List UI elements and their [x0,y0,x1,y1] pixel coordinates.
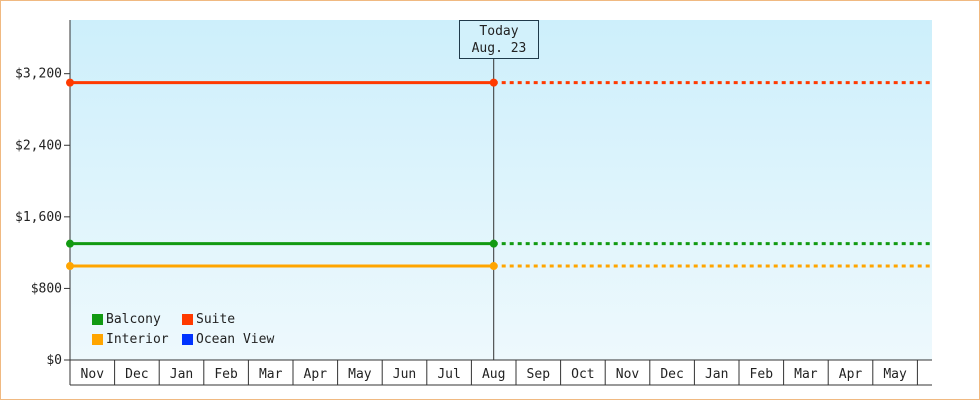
legend-label-interior: Interior [106,331,169,347]
series-lines [66,59,932,360]
series-point-suite[interactable] [489,78,498,87]
x-tick-label: Jun [393,367,416,382]
legend-item-interior[interactable]: Interior [92,331,182,347]
x-axis: Nov Dec Jan Feb Mar Apr May Jun Jul Aug Sep Oct Nov D… [69,359,932,386]
x-tick-label: Oct [571,367,594,382]
legend-swatch-balcony [92,313,103,325]
x-tick-label: Jan [705,367,728,382]
y-tick-label: $1,600 [15,210,62,225]
series-point-suite[interactable] [66,78,74,87]
x-tick-label: Aug [482,367,505,382]
x-tick-label: Sep [527,367,551,382]
legend: Balcony Suite Interior Ocean View [92,311,292,347]
x-tick-label: Jul [437,367,460,382]
legend-label-ocean-view: Ocean View [196,331,275,347]
legend-swatch-ocean-view [182,333,193,345]
x-tick-label: Nov [616,367,640,382]
y-tick-label: $800 [31,281,62,296]
legend-item-suite[interactable]: Suite [182,311,292,327]
y-tick-label: $0 [46,353,62,368]
x-tick-label: Feb [214,367,238,382]
x-tick-label: Dec [125,367,148,382]
today-label: Today [479,24,519,39]
legend-swatch-suite [182,313,193,325]
x-tick-label: Apr [839,367,863,382]
x-tick-label: May [883,367,907,382]
x-tick-label: May [348,367,372,382]
series-point-interior[interactable] [66,262,74,271]
x-tick-label: Feb [750,367,774,382]
legend-label-suite: Suite [196,311,236,327]
legend-swatch-interior [92,333,103,345]
x-tick-label: Dec [660,367,683,382]
x-tick-label: Nov [81,367,105,382]
legend-item-balcony[interactable]: Balcony [92,311,182,327]
today-marker-label: Today Aug. 23 [459,20,539,59]
series-point-balcony[interactable] [66,239,74,248]
series-point-interior[interactable] [489,262,498,271]
plot-background [70,20,932,360]
y-axis: $0 $800 $1,600 $2,400 $3,200 [15,20,71,368]
x-tick-label: Mar [794,367,818,382]
legend-item-ocean-view[interactable]: Ocean View [182,331,292,347]
x-tick-label: Apr [304,367,328,382]
x-tick-label: Jan [170,367,193,382]
x-tick-label: Mar [259,367,283,382]
legend-label-balcony: Balcony [106,311,161,327]
today-date: Aug. 23 [471,41,527,56]
y-tick-label: $3,200 [15,67,62,82]
y-tick-label: $2,400 [15,138,62,153]
series-point-balcony[interactable] [489,239,498,248]
